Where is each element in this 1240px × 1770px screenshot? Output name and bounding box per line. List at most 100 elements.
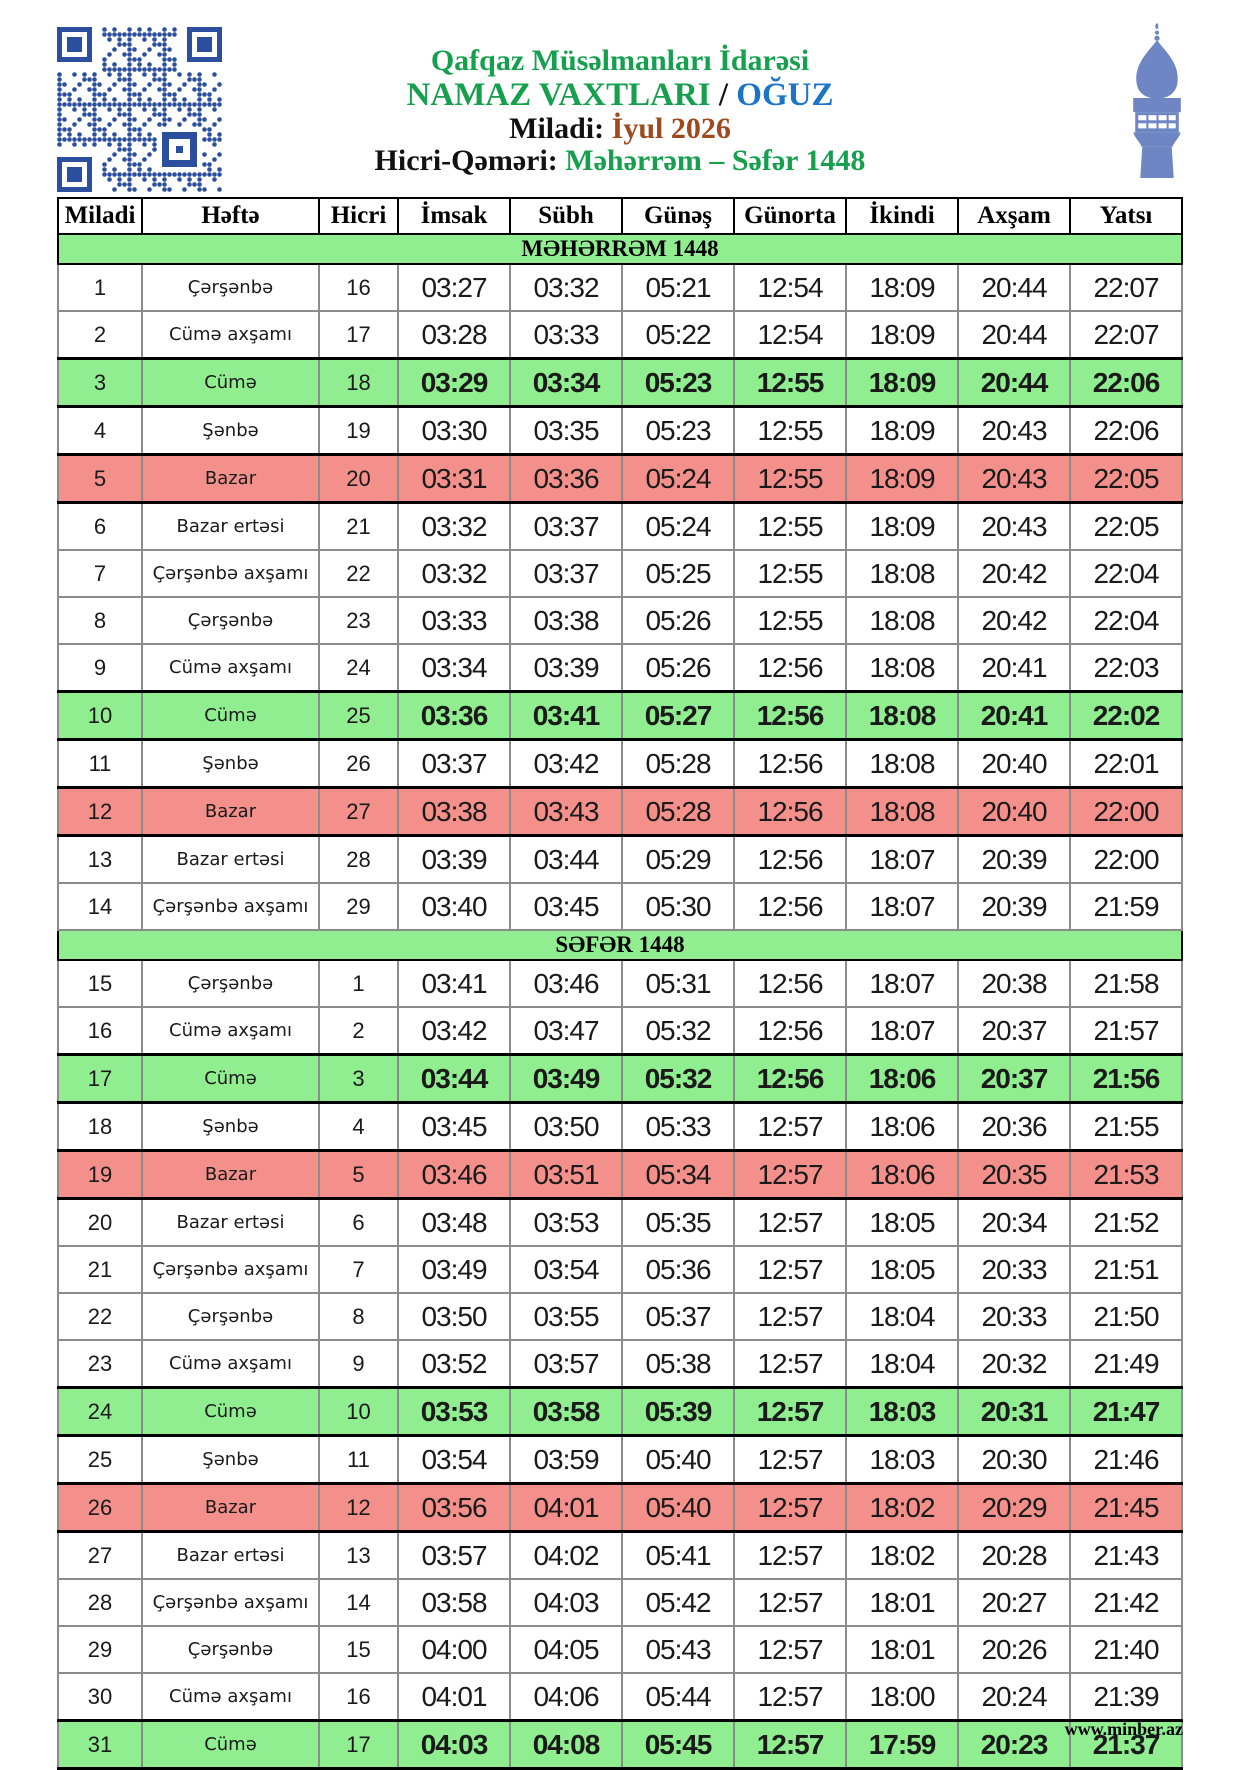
miladi-label: Miladi: bbox=[509, 112, 612, 145]
cell-axsam: 20:28 bbox=[957, 1530, 1071, 1580]
cell-subh: 03:33 bbox=[509, 310, 623, 360]
cell-yatsi: 21:45 bbox=[1069, 1482, 1183, 1533]
cell-imsak: 03:39 bbox=[397, 834, 511, 884]
cell-miladi-day: 18 bbox=[57, 1101, 143, 1152]
cell-gunorta: 12:57 bbox=[733, 1625, 847, 1674]
cell-subh: 04:03 bbox=[509, 1578, 623, 1627]
cell-imsak: 03:36 bbox=[397, 690, 511, 741]
table-row: 8 Çərşənbə 23 03:33 03:38 05:26 12:55 18:08 20:4… bbox=[57, 596, 1183, 645]
cell-axsam: 20:24 bbox=[957, 1672, 1071, 1722]
cell-subh: 03:32 bbox=[509, 263, 623, 312]
table-row: 4 Şənbə 19 03:30 03:35 05:23 12:55 18:09 20:43 22… bbox=[57, 405, 1183, 456]
cell-gunorta: 12:56 bbox=[733, 882, 847, 931]
cell-gunorta: 12:55 bbox=[733, 357, 847, 408]
column-header-gunorta: Günorta bbox=[733, 197, 847, 235]
org-title: Qafqaz Müsəlmanları İdarəsi bbox=[430, 44, 810, 77]
cell-gunorta: 12:57 bbox=[733, 1197, 847, 1247]
cell-subh: 03:54 bbox=[509, 1245, 623, 1294]
cell-yatsi: 21:53 bbox=[1069, 1149, 1183, 1200]
cell-hicri-day: 4 bbox=[318, 1101, 399, 1152]
cell-hicri-day: 12 bbox=[318, 1482, 399, 1533]
cell-miladi-day: 16 bbox=[57, 1006, 143, 1056]
table-row: 27 Bazar ertəsi 13 03:57 04:02 05:41 12:57 18:0… bbox=[57, 1530, 1183, 1580]
cell-gunes: 05:26 bbox=[621, 596, 735, 645]
cell-imsak: 03:50 bbox=[397, 1292, 511, 1341]
cell-hicri-day: 8 bbox=[318, 1292, 399, 1341]
cell-gunorta: 12:57 bbox=[733, 1149, 847, 1200]
cell-miladi-day: 14 bbox=[57, 882, 143, 931]
cell-yatsi: 21:57 bbox=[1069, 1006, 1183, 1056]
table-row: 14 Çərşənbə axşamı 29 03:40 03:45 05:30 12:56 1… bbox=[57, 882, 1183, 931]
cell-gunes: 05:32 bbox=[621, 1053, 735, 1104]
cell-axsam: 20:43 bbox=[957, 405, 1071, 456]
table-row: 17 Cümə 3 03:44 03:49 05:32 12:56 18:06 20:37 21:… bbox=[57, 1053, 1183, 1104]
cell-yatsi: 21:43 bbox=[1069, 1530, 1183, 1580]
cell-imsak: 03:46 bbox=[397, 1149, 511, 1200]
cell-gunes: 05:24 bbox=[621, 501, 735, 551]
cell-axsam: 20:42 bbox=[957, 596, 1071, 645]
cell-subh: 04:05 bbox=[509, 1625, 623, 1674]
cell-axsam: 20:40 bbox=[957, 786, 1071, 837]
cell-hicri-day: 18 bbox=[318, 357, 399, 408]
cell-miladi-day: 22 bbox=[57, 1292, 143, 1341]
cell-miladi-day: 9 bbox=[57, 643, 143, 693]
cell-ikindi: 18:08 bbox=[845, 549, 959, 598]
cell-axsam: 20:35 bbox=[957, 1149, 1071, 1200]
cell-subh: 04:08 bbox=[509, 1719, 623, 1770]
cell-axsam: 20:26 bbox=[957, 1625, 1071, 1674]
cell-imsak: 03:40 bbox=[397, 882, 511, 931]
cell-miladi-day: 26 bbox=[57, 1482, 143, 1533]
cell-axsam: 20:30 bbox=[957, 1434, 1071, 1485]
table-row: 20 Bazar ertəsi 6 03:48 03:53 05:35 12:57 18:05… bbox=[57, 1197, 1183, 1247]
section-row: SƏFƏR 1448 bbox=[57, 929, 1183, 961]
cell-ikindi: 18:07 bbox=[845, 882, 959, 931]
cell-miladi-day: 19 bbox=[57, 1149, 143, 1200]
cell-yatsi: 22:03 bbox=[1069, 643, 1183, 693]
cell-subh: 03:46 bbox=[509, 959, 623, 1008]
cell-hicri-day: 17 bbox=[318, 310, 399, 360]
cell-gunes: 05:27 bbox=[621, 690, 735, 741]
cell-imsak: 03:29 bbox=[397, 357, 511, 408]
cell-gunes: 05:26 bbox=[621, 643, 735, 693]
cell-subh: 03:58 bbox=[509, 1386, 623, 1437]
cell-miladi-day: 8 bbox=[57, 596, 143, 645]
cell-ikindi: 18:09 bbox=[845, 310, 959, 360]
cell-ikindi: 18:03 bbox=[845, 1386, 959, 1437]
cell-hicri-day: 16 bbox=[318, 1672, 399, 1722]
cell-imsak: 03:28 bbox=[397, 310, 511, 360]
cell-gunorta: 12:57 bbox=[733, 1482, 847, 1533]
cell-gunorta: 12:55 bbox=[733, 596, 847, 645]
cell-miladi-day: 15 bbox=[57, 959, 143, 1008]
cell-subh: 04:06 bbox=[509, 1672, 623, 1722]
website-url: www.minber.az bbox=[1064, 1719, 1183, 1739]
cell-yatsi: 22:06 bbox=[1069, 357, 1183, 408]
cell-ikindi: 18:07 bbox=[845, 959, 959, 1008]
cell-subh: 03:55 bbox=[509, 1292, 623, 1341]
cell-hicri-day: 23 bbox=[318, 596, 399, 645]
cell-hicri-day: 22 bbox=[318, 549, 399, 598]
cell-weekday: Bazar ertəsi bbox=[141, 501, 320, 551]
cell-subh: 04:01 bbox=[509, 1482, 623, 1533]
cell-imsak: 04:01 bbox=[397, 1672, 511, 1722]
cell-weekday: Bazar bbox=[141, 1149, 320, 1200]
minaret-icon bbox=[1128, 23, 1186, 178]
cell-subh: 03:43 bbox=[509, 786, 623, 837]
column-header-ikindi: İkindi bbox=[845, 197, 959, 235]
cell-gunorta: 12:56 bbox=[733, 959, 847, 1008]
cell-miladi-day: 4 bbox=[57, 405, 143, 456]
cell-axsam: 20:37 bbox=[957, 1006, 1071, 1056]
hicri-value: Məhərrəm – Səfər 1448 bbox=[565, 144, 866, 177]
cell-gunorta: 12:55 bbox=[733, 549, 847, 598]
cell-imsak: 03:27 bbox=[397, 263, 511, 312]
cell-gunes: 05:37 bbox=[621, 1292, 735, 1341]
cell-miladi-day: 20 bbox=[57, 1197, 143, 1247]
cell-gunes: 05:39 bbox=[621, 1386, 735, 1437]
cell-hicri-day: 21 bbox=[318, 501, 399, 551]
cell-imsak: 03:57 bbox=[397, 1530, 511, 1580]
cell-miladi-day: 7 bbox=[57, 549, 143, 598]
cell-hicri-day: 10 bbox=[318, 1386, 399, 1437]
cell-weekday: Çərşənbə bbox=[141, 596, 320, 645]
cell-hicri-day: 7 bbox=[318, 1245, 399, 1294]
cell-hicri-day: 5 bbox=[318, 1149, 399, 1200]
section-row: MƏHƏRRƏM 1448 bbox=[57, 233, 1183, 265]
